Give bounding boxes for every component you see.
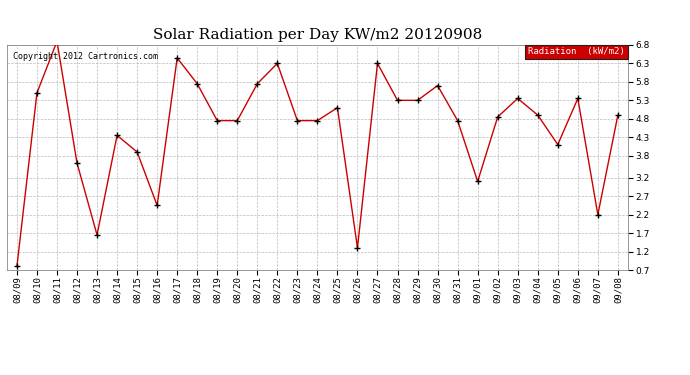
Text: Radiation  (kW/m2): Radiation (kW/m2) — [528, 47, 625, 56]
Title: Solar Radiation per Day KW/m2 20120908: Solar Radiation per Day KW/m2 20120908 — [152, 28, 482, 42]
Text: Copyright 2012 Cartronics.com: Copyright 2012 Cartronics.com — [13, 52, 158, 61]
